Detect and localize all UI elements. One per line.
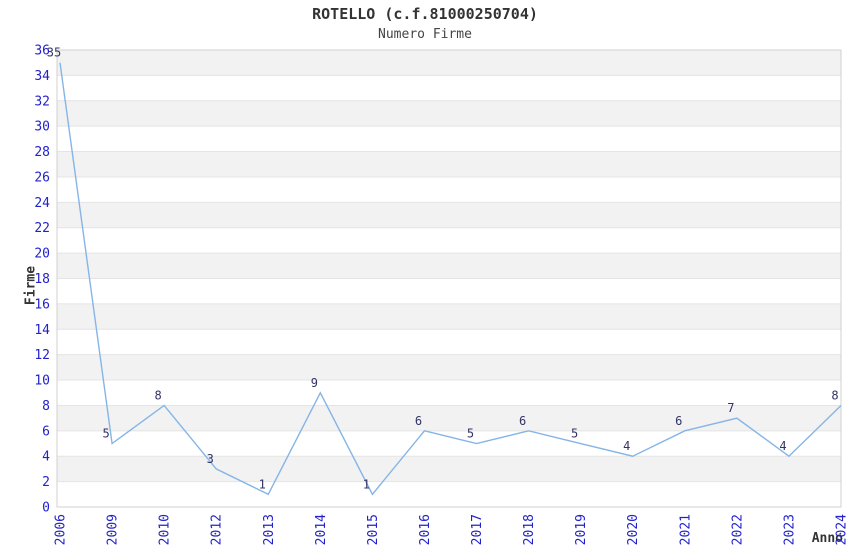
svg-text:8: 8 xyxy=(831,388,838,402)
svg-text:2009: 2009 xyxy=(106,514,121,545)
svg-text:30: 30 xyxy=(34,120,50,135)
svg-text:2012: 2012 xyxy=(210,514,225,545)
svg-text:34: 34 xyxy=(34,69,50,84)
plot-border xyxy=(56,49,842,508)
svg-text:1: 1 xyxy=(259,477,266,491)
data-line xyxy=(59,62,842,496)
svg-text:2013: 2013 xyxy=(262,514,277,545)
svg-text:2015: 2015 xyxy=(366,514,381,545)
svg-text:35: 35 xyxy=(47,46,61,60)
svg-text:2023: 2023 xyxy=(782,514,797,545)
svg-text:20: 20 xyxy=(34,247,50,262)
svg-text:14: 14 xyxy=(34,323,50,338)
svg-text:2021: 2021 xyxy=(678,514,693,545)
svg-text:0: 0 xyxy=(42,501,50,516)
svg-text:8: 8 xyxy=(155,388,162,402)
svg-text:16: 16 xyxy=(34,297,50,312)
svg-text:5: 5 xyxy=(467,427,474,441)
svg-text:2022: 2022 xyxy=(730,514,745,545)
svg-text:2019: 2019 xyxy=(574,514,589,545)
svg-text:1: 1 xyxy=(363,477,370,491)
svg-text:18: 18 xyxy=(34,272,50,287)
svg-text:32: 32 xyxy=(34,94,50,109)
chart-subtitle: Numero Firme xyxy=(378,27,472,42)
svg-text:6: 6 xyxy=(42,424,50,439)
svg-text:12: 12 xyxy=(34,348,50,363)
svg-text:6: 6 xyxy=(415,414,422,428)
svg-text:2014: 2014 xyxy=(314,514,329,545)
svg-text:4: 4 xyxy=(42,450,50,465)
svg-text:2018: 2018 xyxy=(522,514,537,545)
svg-text:24: 24 xyxy=(34,196,50,211)
svg-text:26: 26 xyxy=(34,170,50,185)
svg-text:22: 22 xyxy=(34,221,50,236)
svg-text:6: 6 xyxy=(519,414,526,428)
svg-text:4: 4 xyxy=(779,439,786,453)
svg-text:10: 10 xyxy=(34,374,50,389)
svg-text:2010: 2010 xyxy=(158,514,173,545)
data-labels: 35 5 8 3 1 9 1 6 5 6 5 4 6 7 4 8 xyxy=(47,46,839,492)
plot-gridlines xyxy=(57,49,841,508)
plot-bands xyxy=(57,50,841,482)
svg-text:8: 8 xyxy=(42,399,50,414)
x-axis-title: Anno xyxy=(811,531,843,546)
svg-text:7: 7 xyxy=(727,401,734,415)
svg-text:2024: 2024 xyxy=(835,514,850,545)
svg-text:2020: 2020 xyxy=(626,514,641,545)
svg-text:5: 5 xyxy=(102,427,109,441)
svg-text:4: 4 xyxy=(623,439,630,453)
x-tick-labels: 2006 2009 2010 2012 2013 2014 2015 2016 2017 2018… xyxy=(54,514,850,545)
svg-text:5: 5 xyxy=(571,427,578,441)
svg-text:28: 28 xyxy=(34,145,50,160)
svg-text:2: 2 xyxy=(42,475,50,490)
svg-text:3: 3 xyxy=(207,452,214,466)
svg-text:2017: 2017 xyxy=(470,514,485,545)
chart-title: ROTELLO (c.f.81000250704) xyxy=(312,5,538,23)
svg-text:36: 36 xyxy=(34,44,50,59)
svg-text:2006: 2006 xyxy=(54,514,69,545)
svg-text:6: 6 xyxy=(675,414,682,428)
svg-text:9: 9 xyxy=(311,376,318,390)
svg-text:2016: 2016 xyxy=(418,514,433,545)
